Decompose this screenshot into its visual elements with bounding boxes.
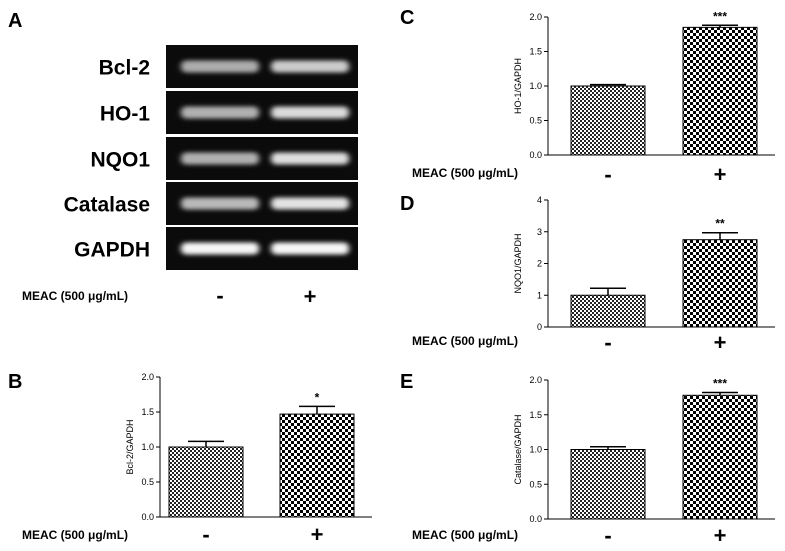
bar-e-minus (570, 449, 646, 520)
panel-b-chart: B 0.0 0.5 1.0 1.5 2.0 Bcl-2/GAPDH - * + MEAC (500 … (8, 371, 372, 547)
y-tick-label-d: 3 (537, 227, 542, 237)
bar-c-minus (570, 85, 646, 156)
gel-band-catalase-minus (181, 197, 259, 210)
bar-b-plus (279, 413, 355, 518)
y-tick-label-e: 1.0 (529, 445, 542, 455)
y-axis-title-e: Catalase/GAPDH (513, 414, 523, 484)
gel-band-catalase-plus (271, 197, 349, 210)
y-tick-label-c: 2.0 (529, 12, 542, 22)
category-label-d-plus: + (714, 330, 727, 355)
category-label-c-plus: + (714, 162, 727, 187)
panel-e-chart: E 0.0 0.5 1.0 1.5 2.0 Catalase/GAPDH - *** + MEAC … (400, 371, 775, 548)
gel-band-ho-1-plus (271, 106, 349, 119)
y-tick-label-e: 0.0 (529, 514, 542, 524)
y-tick-label-e: 2.0 (529, 375, 542, 385)
y-tick-label-e: 0.5 (529, 479, 542, 489)
gel-band-nqo1-minus (181, 152, 259, 165)
gel-lane-plus: + (304, 284, 317, 309)
treatment-label-c: MEAC (500 μg/mL) (412, 166, 518, 180)
panel-d-chart: D 0 1 2 3 4 NQO1/GAPDH - ** + MEAC (500 μg/mL) (400, 193, 775, 355)
significance-c: *** (713, 9, 727, 23)
panel-letter-b: B (8, 371, 22, 393)
panel-letter-d: D (400, 193, 414, 215)
bar-d-minus (570, 294, 646, 328)
category-label-e-minus: - (604, 523, 611, 548)
y-axis-title-b: Bcl-2/GAPDH (125, 419, 135, 474)
y-tick-label-d: 1 (537, 290, 542, 300)
panel-a-gel: A Bcl-2 HO-1 NQO1 Catalase GAPDH MEAC (500 μ… (8, 10, 358, 309)
gel-band-ho-1-minus (181, 106, 259, 119)
gel-label-bcl-2: Bcl-2 (99, 57, 150, 80)
y-tick-label-c: 1.5 (529, 47, 542, 57)
bar-d-plus (682, 239, 758, 328)
panel-letter-a: A (8, 10, 22, 32)
y-axis-title-d: NQO1/GAPDH (513, 233, 523, 293)
category-label-c-minus: - (604, 162, 611, 187)
gel-treatment-label: MEAC (500 μg/mL) (22, 289, 128, 303)
gel-band-bcl-2-plus (271, 60, 349, 73)
treatment-label-e: MEAC (500 μg/mL) (412, 528, 518, 542)
y-tick-label-b: 0.0 (141, 512, 154, 522)
y-tick-label-d: 4 (537, 195, 542, 205)
gel-band-nqo1-plus (271, 152, 349, 165)
y-tick-label-c: 0.5 (529, 116, 542, 126)
gel-band-gapdh-minus (181, 242, 259, 255)
gel-label-gapdh: GAPDH (74, 239, 150, 262)
y-tick-label-c: 1.0 (529, 81, 542, 91)
y-tick-label-b: 2.0 (141, 372, 154, 382)
y-tick-label-d: 2 (537, 259, 542, 269)
panel-letter-c: C (400, 7, 414, 29)
bar-b-minus (168, 446, 244, 518)
gel-lane-minus: - (216, 283, 223, 308)
y-tick-label-b: 1.5 (141, 407, 154, 417)
y-tick-label-b: 0.5 (141, 477, 154, 487)
y-tick-label-b: 1.0 (141, 442, 154, 452)
category-label-b-minus: - (202, 522, 209, 547)
bar-e-plus (682, 394, 758, 520)
gel-label-ho-1: HO-1 (100, 103, 150, 126)
y-tick-label-d: 0 (537, 322, 542, 332)
y-tick-label-e: 1.5 (529, 410, 542, 420)
significance-d: ** (715, 217, 725, 231)
gel-label-nqo1: NQO1 (90, 149, 150, 172)
category-label-b-plus: + (311, 522, 324, 547)
gel-band-gapdh-plus (271, 242, 349, 255)
panel-letter-e: E (400, 371, 413, 393)
category-label-d-minus: - (604, 330, 611, 355)
gel-label-catalase: Catalase (64, 194, 150, 217)
category-label-e-plus: + (714, 523, 727, 548)
gel-band-bcl-2-minus (181, 60, 259, 73)
y-axis-title-c: HO-1/GAPDH (513, 58, 523, 114)
significance-e: *** (713, 377, 727, 391)
panel-c-chart: C 0.0 0.5 1.0 1.5 2.0 HO-1/GAPDH - *** + MEAC (500… (400, 7, 775, 187)
treatment-label-b: MEAC (500 μg/mL) (22, 528, 128, 542)
significance-b: * (315, 390, 320, 404)
treatment-label-d: MEAC (500 μg/mL) (412, 334, 518, 348)
y-tick-label-c: 0.0 (529, 150, 542, 160)
bar-c-plus (682, 26, 758, 156)
